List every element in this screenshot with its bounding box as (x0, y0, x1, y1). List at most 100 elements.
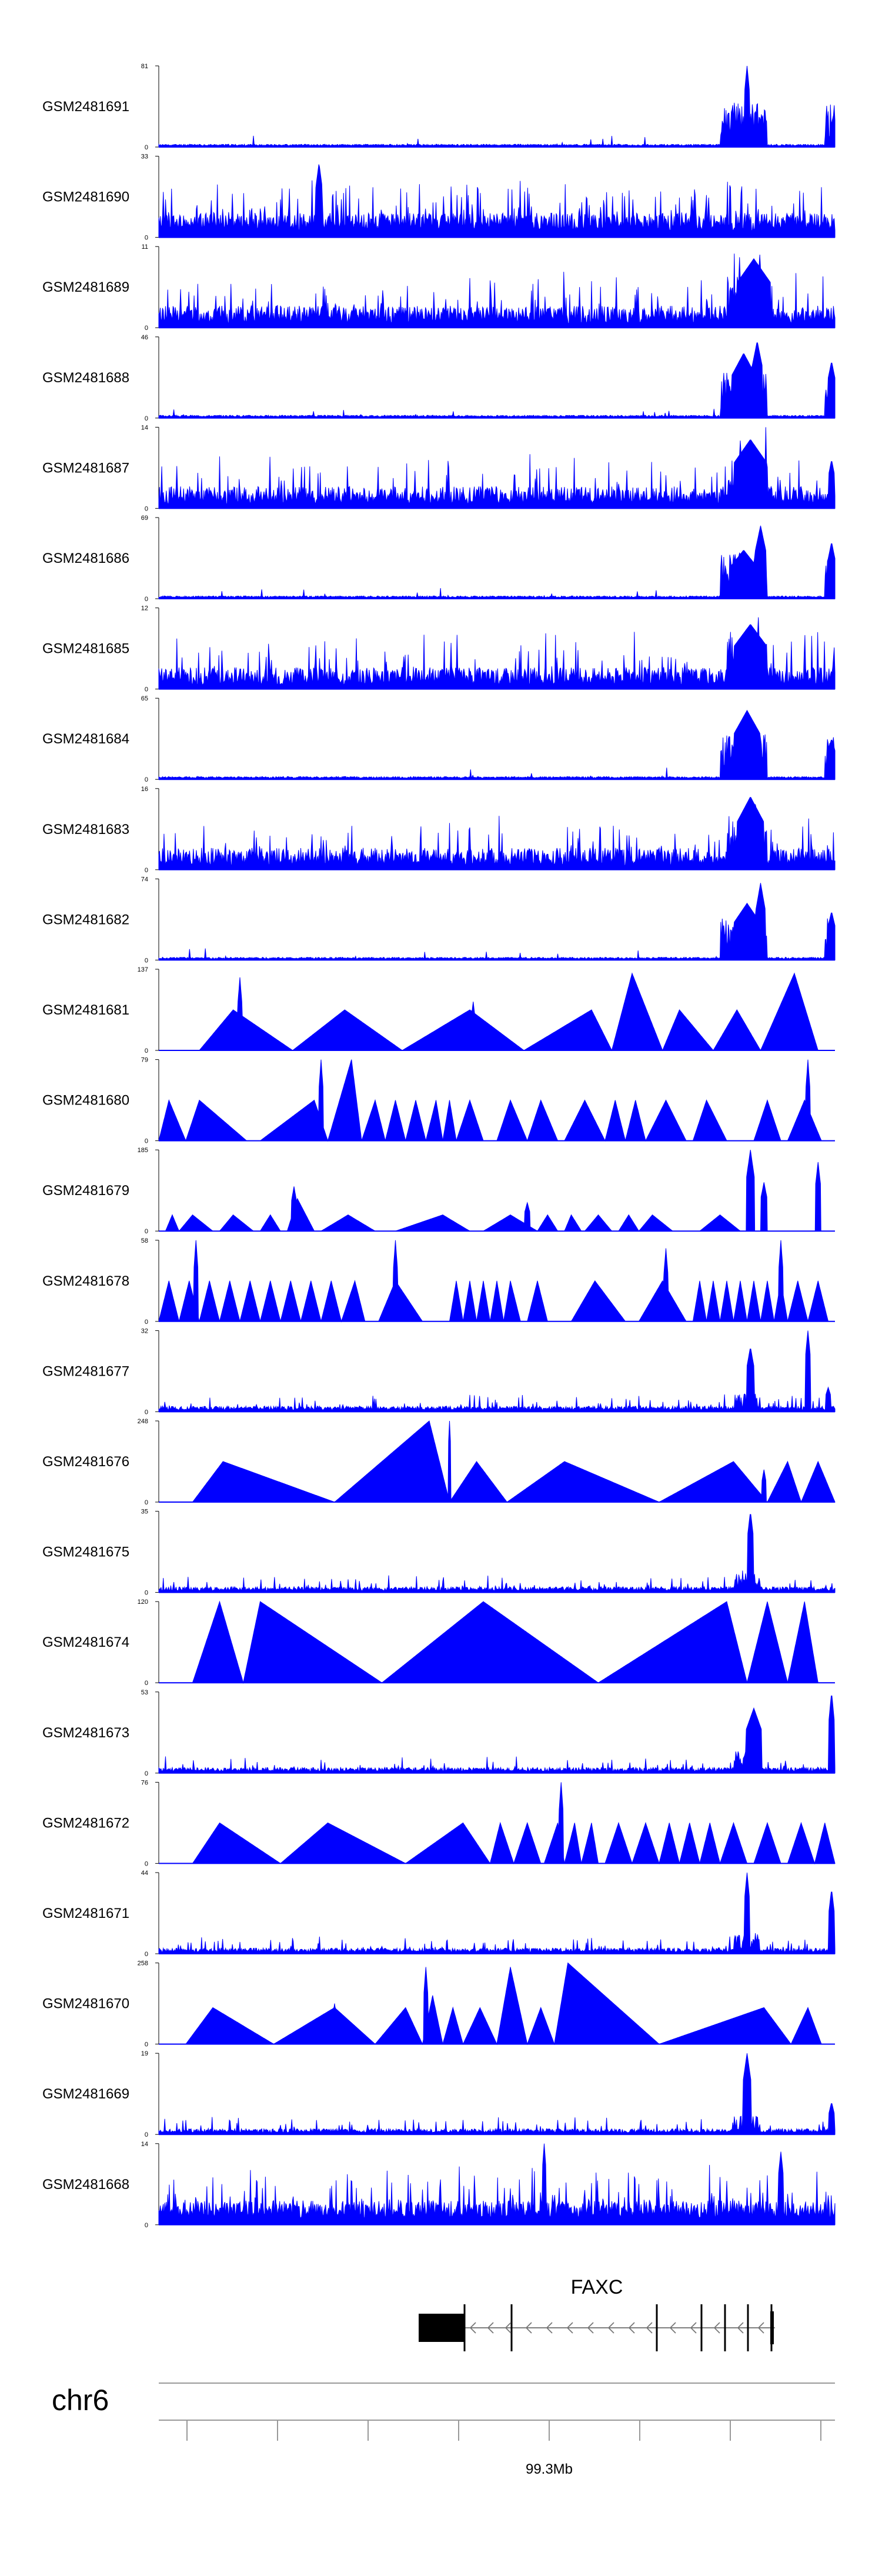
y-tick-label-zero: 0 (145, 505, 148, 512)
track-gsm2481684: GSM2481684 65 0 (42, 695, 836, 783)
strand-arrow-icon (505, 2322, 512, 2334)
track-gsm2481687: GSM2481687 14 0 (42, 424, 836, 512)
track-gsm2481672: GSM2481672 76 0 (42, 1779, 836, 1867)
track-label: GSM2481687 (42, 460, 129, 476)
track-label: GSM2481681 (42, 1002, 129, 1018)
track-label: GSM2481688 (42, 370, 129, 386)
y-tick-label-zero: 0 (145, 2131, 148, 2138)
strand-arrow-icon (469, 2322, 476, 2334)
track-gsm2481685: GSM2481685 12 0 (42, 605, 836, 693)
coverage-area (158, 1514, 836, 1593)
y-tick-label-zero: 0 (145, 325, 148, 332)
y-tick-label-max: 79 (141, 1057, 148, 1064)
y-tick-label-zero: 0 (145, 1951, 148, 1958)
track-gsm2481682: GSM2481682 74 0 (42, 876, 836, 964)
track-gsm2481688: GSM2481688 46 0 (42, 334, 836, 422)
y-tick-label-max: 11 (142, 243, 148, 251)
track-gsm2481673: GSM2481673 53 0 (42, 1689, 836, 1777)
y-tick-label-zero: 0 (145, 1319, 148, 1326)
gene-label: FAXC (571, 2276, 623, 2298)
coverage-area (158, 427, 836, 509)
coverage-area (158, 1059, 835, 1142)
strand-arrow-icon (737, 2322, 744, 2334)
track-gsm2481668: GSM2481668 14 0 (42, 2141, 836, 2229)
y-tick-label-max: 19 (141, 2050, 148, 2057)
strand-arrow-icon (607, 2322, 614, 2334)
track-gsm2481690: GSM2481690 33 0 (42, 154, 836, 242)
track-gsm2481676: GSM2481676 248 0 (42, 1418, 836, 1506)
y-tick-label-max: 76 (141, 1779, 148, 1786)
y-tick-label-max: 81 (141, 63, 148, 70)
track-gsm2481671: GSM2481671 44 0 (42, 1870, 836, 1958)
track-label: GSM2481677 (42, 1363, 129, 1379)
strand-arrow-icon (669, 2322, 676, 2334)
gene-exon (770, 2311, 774, 2344)
y-tick-label-max: 14 (141, 424, 148, 431)
y-tick-label-max: 44 (141, 1870, 148, 1877)
strand-arrow-icon (628, 2322, 635, 2334)
coverage-area (158, 1330, 836, 1412)
coverage-area (158, 709, 836, 780)
track-label: GSM2481678 (42, 1273, 129, 1289)
track-label: GSM2481673 (42, 1725, 129, 1741)
track-label: GSM2481686 (42, 550, 129, 566)
y-tick-label-max: 32 (141, 1327, 148, 1334)
coverage-area (158, 797, 836, 870)
track-label: GSM2481684 (42, 731, 129, 747)
coverage-area (158, 253, 836, 328)
y-tick-label-zero: 0 (145, 957, 148, 964)
coverage-area (158, 525, 836, 599)
strand-arrow-icon (525, 2322, 532, 2334)
y-tick-label-max: 12 (141, 605, 148, 612)
coverage-area (158, 1872, 836, 1954)
track-label: GSM2481674 (42, 1634, 129, 1650)
track-label: GSM2481670 (42, 1996, 129, 2012)
y-tick-label-max: 185 (138, 1147, 148, 1154)
y-tick-label-zero: 0 (145, 144, 148, 151)
track-gsm2481689: GSM2481689 11 0 (42, 243, 836, 332)
track-label: GSM2481669 (42, 2086, 129, 2102)
track-label: GSM2481685 (42, 641, 129, 657)
gene-utr-block (419, 2314, 465, 2342)
coverage-area (158, 1240, 835, 1323)
y-tick-label-zero: 0 (145, 1590, 148, 1597)
coverage-area (159, 1150, 835, 1232)
y-tick-label-max: 65 (141, 695, 148, 702)
genome-coordinate-label: 99.3Mb (526, 2461, 573, 2477)
track-gsm2481669: GSM2481669 19 0 (42, 2050, 836, 2138)
y-tick-label-zero: 0 (145, 867, 148, 874)
track-label: GSM2481668 (42, 2177, 129, 2193)
y-tick-label-max: 53 (141, 1689, 148, 1696)
y-tick-label-zero: 0 (145, 776, 148, 783)
y-tick-label-max: 16 (141, 786, 148, 793)
track-label: GSM2481676 (42, 1454, 129, 1470)
coverage-area (158, 883, 836, 960)
y-tick-label-max: 58 (141, 1237, 148, 1244)
track-gsm2481680: GSM2481680 79 0 (42, 1057, 835, 1145)
y-tick-label-max: 35 (141, 1509, 148, 1516)
track-label: GSM2481683 (42, 822, 129, 837)
y-tick-label-zero: 0 (145, 1138, 148, 1145)
y-tick-label-zero: 0 (145, 1770, 148, 1777)
coverage-area (158, 1696, 836, 1774)
y-tick-label-zero: 0 (145, 2222, 148, 2229)
y-tick-label-zero: 0 (145, 1047, 148, 1055)
y-tick-label-zero: 0 (145, 1409, 148, 1416)
track-label: GSM2481682 (42, 912, 129, 927)
chromosome-label: chr6 (52, 2384, 109, 2417)
y-tick-label-max: 33 (141, 154, 148, 161)
track-gsm2481691: GSM2481691 81 0 (42, 63, 836, 151)
y-tick-label-zero: 0 (145, 2041, 148, 2048)
track-gsm2481686: GSM2481686 69 0 (42, 515, 836, 603)
coverage-area (159, 1600, 835, 1684)
track-gsm2481675: GSM2481675 35 0 (42, 1509, 836, 1597)
track-gsm2481674: GSM2481674 120 0 (42, 1599, 835, 1687)
coverage-area (158, 164, 836, 238)
y-tick-label-max: 69 (141, 515, 148, 522)
coverage-area (158, 617, 836, 690)
genome-axis: chr6 99.3Mb (52, 2383, 835, 2477)
y-tick-label-zero: 0 (145, 686, 148, 693)
y-tick-label-max: 120 (138, 1599, 148, 1606)
track-gsm2481681: GSM2481681 137 0 (42, 966, 835, 1055)
